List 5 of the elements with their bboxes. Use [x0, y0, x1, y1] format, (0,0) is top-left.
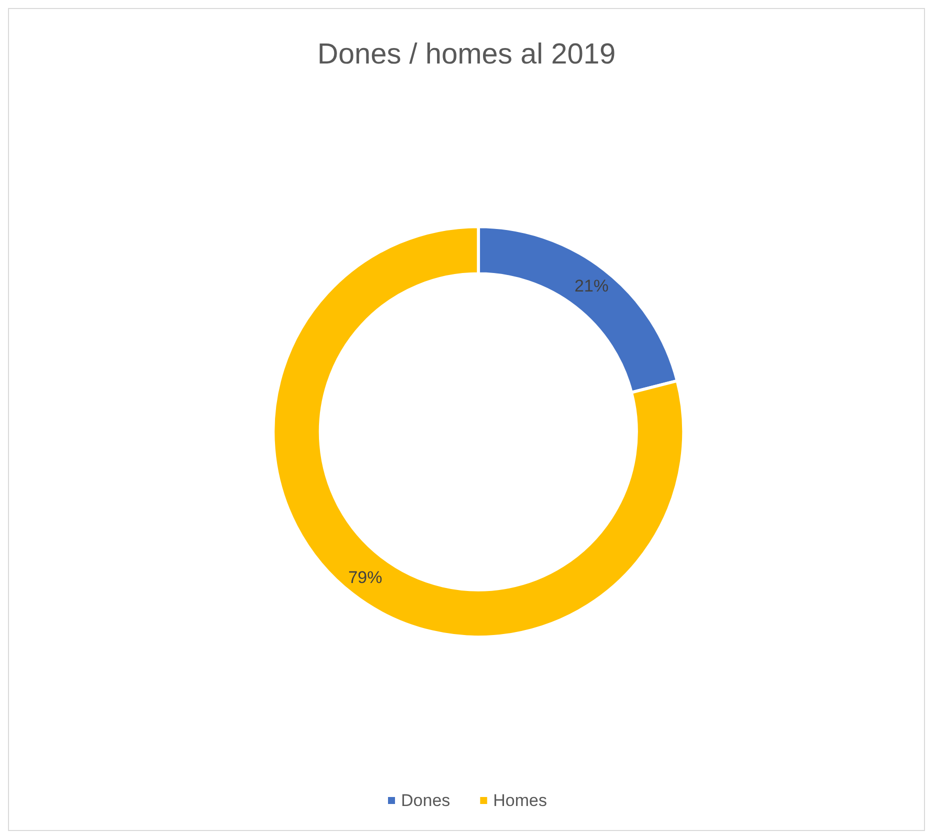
legend-label: Dones: [401, 791, 450, 810]
legend-label: Homes: [493, 791, 548, 810]
data-label: 21%: [574, 276, 609, 296]
chart-title: Dones / homes al 2019: [317, 38, 616, 70]
data-label: 79%: [348, 568, 382, 588]
